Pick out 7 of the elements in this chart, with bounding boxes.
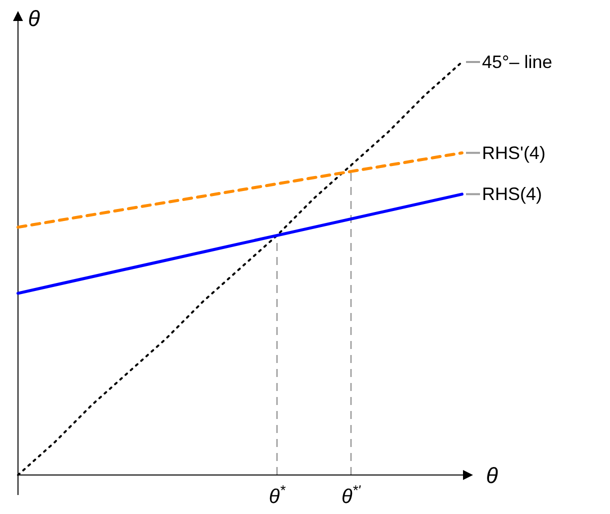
x-tick-label: θ$^{*}$: [268, 482, 286, 508]
series-label: RHS'(4): [482, 142, 546, 163]
series-label: RHS(4): [482, 184, 542, 204]
y-axis-title: θ: [28, 6, 40, 31]
x-axis-title: θ: [486, 463, 498, 488]
x-tick-label: θ$^{*'}$: [342, 482, 362, 508]
series-label: 45°– line: [482, 52, 552, 72]
